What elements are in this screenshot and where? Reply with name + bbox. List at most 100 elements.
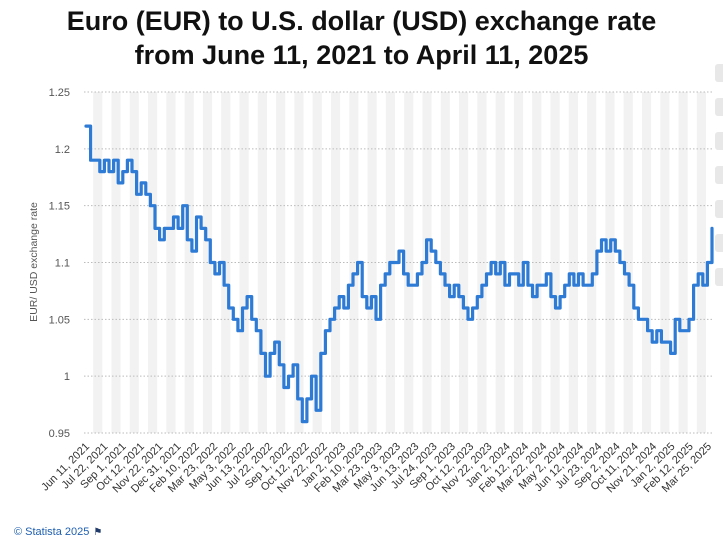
y-tick-label: 1.2: [55, 144, 70, 156]
data-point: [637, 318, 640, 321]
data-point: [443, 284, 447, 287]
data-point: [121, 170, 125, 173]
data-point: [236, 329, 240, 332]
data-point: [558, 295, 562, 298]
data-point: [595, 249, 599, 253]
data-point: [549, 295, 553, 298]
background-band: [166, 92, 176, 433]
data-point: [430, 249, 433, 253]
data-point: [683, 329, 686, 332]
background-band: [93, 92, 103, 433]
data-point: [568, 272, 571, 276]
data-point: [453, 284, 456, 287]
background-band: [330, 92, 341, 433]
data-point: [360, 295, 364, 298]
side-toolbar-button-2[interactable]: [715, 98, 723, 116]
data-point: [153, 227, 157, 230]
y-tick-label: 0.95: [49, 428, 70, 440]
data-point: [126, 159, 129, 162]
data-point: [245, 295, 249, 298]
data-point: [89, 159, 92, 162]
background-band: [404, 92, 414, 433]
data-point: [425, 238, 428, 241]
data-point: [701, 284, 704, 287]
statista-credit[interactable]: © Statista 2025 ⚑: [14, 526, 102, 538]
data-point: [696, 272, 700, 276]
data-point: [374, 318, 378, 321]
data-point: [411, 284, 415, 287]
data-point: [554, 306, 557, 310]
data-point: [503, 284, 507, 287]
data-point: [163, 227, 166, 230]
side-toolbar-button-4[interactable]: [715, 166, 723, 184]
data-point: [135, 193, 138, 196]
data-point: [282, 386, 286, 389]
data-point: [535, 284, 539, 287]
background-band: [312, 92, 322, 433]
data-point: [476, 295, 479, 298]
data-point: [522, 261, 525, 264]
data-point: [397, 249, 401, 253]
data-point: [600, 238, 603, 241]
data-point: [351, 272, 355, 276]
data-point: [388, 261, 391, 264]
side-toolbar-button-6[interactable]: [715, 234, 723, 252]
credit-text: © Statista 2025: [14, 526, 90, 538]
data-point: [379, 284, 382, 287]
y-tick-label: 1.25: [49, 87, 70, 99]
y-tick-label: 1: [64, 371, 70, 383]
flag-icon[interactable]: ⚑: [93, 527, 103, 538]
background-band: [477, 92, 487, 433]
data-point: [181, 204, 184, 207]
data-point: [627, 284, 631, 287]
data-point: [107, 170, 111, 173]
data-point: [186, 238, 189, 241]
data-point: [604, 249, 608, 253]
chart-title-line-1: Euro (EUR) to U.S. dollar (USD) exchange…: [66, 6, 657, 36]
data-point: [310, 374, 313, 378]
side-toolbar-button-1[interactable]: [715, 64, 723, 82]
y-tick-label: 1.15: [49, 201, 70, 213]
data-point: [591, 272, 594, 276]
data-point: [512, 272, 516, 276]
data-point: [158, 238, 161, 241]
data-point: [190, 249, 194, 253]
data-point: [278, 363, 281, 366]
side-toolbar-button-3[interactable]: [715, 132, 723, 150]
background-band: [148, 92, 158, 433]
data-point: [646, 329, 649, 332]
data-point: [664, 340, 668, 344]
data-point: [526, 284, 530, 287]
data-point: [112, 159, 115, 162]
data-point: [172, 215, 175, 219]
data-point: [199, 227, 203, 230]
side-toolbar-button-7[interactable]: [715, 268, 723, 286]
background-band: [641, 92, 652, 433]
y-axis-label: EUR/ USD exchange rate: [28, 202, 40, 322]
data-point: [572, 284, 576, 287]
data-point: [673, 318, 677, 321]
data-point: [140, 181, 143, 185]
data-point: [545, 272, 548, 276]
data-point: [632, 306, 635, 310]
data-point: [250, 318, 253, 321]
data-point: [416, 272, 419, 276]
data-point: [241, 306, 244, 310]
data-point: [692, 284, 695, 287]
data-point: [167, 227, 171, 230]
data-point: [195, 215, 198, 219]
data-point: [660, 340, 663, 344]
data-point: [176, 227, 180, 230]
data-point: [130, 170, 134, 173]
data-point: [650, 340, 654, 344]
series-points: [84, 124, 714, 423]
side-toolbar-button-5[interactable]: [715, 200, 723, 218]
data-point: [264, 374, 267, 378]
data-point: [356, 261, 359, 264]
data-point: [149, 204, 152, 207]
data-point: [232, 318, 235, 321]
data-point: [494, 272, 497, 276]
data-point: [103, 159, 106, 162]
data-point: [98, 170, 102, 173]
data-point: [563, 284, 566, 287]
